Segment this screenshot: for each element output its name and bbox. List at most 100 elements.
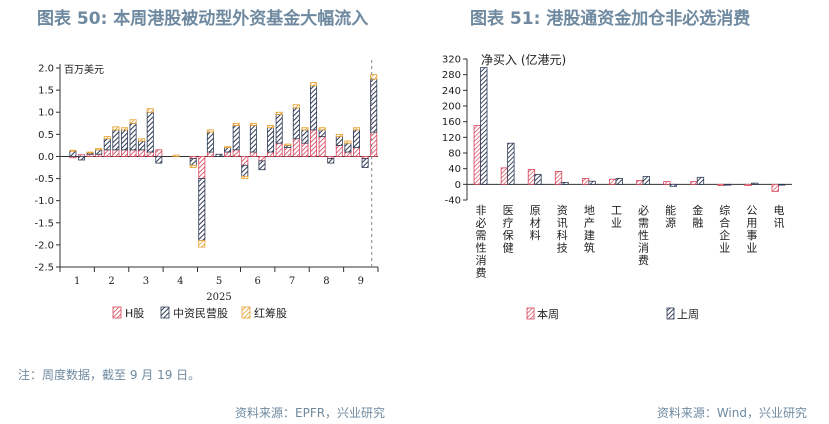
left-bar-2 — [138, 138, 146, 142]
right-y-tick-label: -40 — [445, 196, 461, 207]
right-bar-last-week — [534, 174, 542, 185]
right-category-char: 需 — [638, 217, 649, 230]
right-y-tick-label: 120 — [442, 133, 461, 144]
left-bar-0 — [301, 142, 309, 157]
left-bar-1 — [232, 125, 240, 151]
left-bar-2 — [129, 119, 137, 124]
left-bar-1 — [103, 138, 111, 151]
left-bar-0 — [129, 149, 137, 157]
left-bar-2 — [69, 149, 77, 152]
left-bar-1 — [301, 129, 309, 144]
right-category-char: 企 — [719, 228, 730, 242]
right-y-tick-label: 320 — [442, 55, 461, 66]
left-bar-0 — [284, 147, 292, 157]
left-bar-0 — [198, 156, 206, 179]
left-bar-0 — [138, 149, 146, 157]
right-category-char: 地 — [584, 204, 595, 217]
right-category-char: 筑 — [584, 241, 595, 255]
right-category-char: 合 — [719, 216, 730, 230]
left-legend-swatch — [112, 306, 122, 319]
right-bar-last-week — [507, 142, 515, 185]
right-bar-this-week — [690, 181, 698, 185]
left-bar-1 — [77, 156, 85, 161]
left-bar-1 — [318, 129, 326, 137]
right-category-char: 必 — [638, 204, 649, 217]
right-category-label: 公用事业 — [746, 204, 757, 255]
right-category-char: 讯 — [773, 217, 784, 230]
left-bar-2 — [189, 164, 197, 168]
right-legend-label: 上周 — [677, 308, 699, 321]
left-month-label: 3 — [143, 276, 149, 287]
left-bar-0 — [232, 149, 240, 157]
right-bar-this-week — [744, 183, 752, 186]
right-legend-label: 本周 — [537, 307, 559, 321]
right-category-char: 融 — [692, 217, 703, 230]
left-bar-0 — [344, 151, 352, 157]
left-month-label: 5 — [216, 276, 222, 287]
right-bar-last-week — [561, 181, 569, 185]
left-bar-1 — [224, 147, 232, 153]
right-category-char: 技 — [557, 242, 568, 255]
left-month-label: 1 — [74, 276, 80, 287]
right-category-char: 资 — [557, 204, 568, 217]
right-category-label: 地产建筑 — [584, 204, 595, 255]
right-y-tick-label: 200 — [442, 102, 461, 113]
right-y-tick-label: 280 — [442, 70, 461, 81]
left-month-label: 9 — [358, 276, 364, 287]
right-bar-this-week — [609, 178, 617, 185]
left-bar-0 — [241, 156, 249, 166]
right-y-tick-label: 40 — [448, 164, 461, 175]
right-bar-this-week — [500, 167, 509, 185]
left-y-tick-label: 2.0 — [38, 64, 54, 75]
left-bar-2 — [103, 136, 111, 140]
right-category-char: 非 — [476, 204, 487, 217]
right-bar-last-week — [480, 67, 488, 185]
left-bar-2 — [172, 154, 180, 157]
right-category-label: 电讯 — [773, 204, 784, 230]
left-bar-0 — [310, 129, 318, 157]
right-category-char: 疗 — [503, 216, 514, 230]
left-bar-2 — [198, 240, 206, 248]
right-category-label: 能源 — [665, 203, 676, 230]
source-right: 资料来源：Wind，兴业研究 — [656, 406, 807, 420]
left-bar-1 — [327, 158, 335, 164]
left-bar-2 — [224, 146, 232, 149]
right-category-char: 费 — [638, 254, 649, 267]
right-category-char: 能 — [665, 203, 676, 217]
right-category-label: 综合企业 — [719, 203, 730, 255]
left-x-axis-label: 2025 — [206, 292, 231, 303]
right-bar-last-week — [642, 176, 650, 185]
right-category-char: 金 — [692, 203, 703, 217]
chart-title-right: 图表 51: 港股通资金加仓非必选消费 — [470, 9, 751, 29]
left-legend-swatch — [160, 306, 170, 319]
right-bar-last-week — [778, 183, 786, 186]
left-bar-2 — [86, 151, 94, 154]
right-y-unit-label: 净买入 (亿港元) — [481, 52, 566, 67]
left-bar-1 — [95, 149, 103, 155]
left-bar-1 — [198, 178, 206, 241]
right-category-char: 综 — [719, 203, 730, 217]
left-y-tick-label: 0.0 — [38, 152, 54, 163]
right-bar-this-week — [636, 180, 644, 185]
left-y-tick-label: -1.0 — [34, 196, 54, 207]
right-category-char: 性 — [476, 241, 487, 255]
left-bar-1 — [206, 131, 214, 153]
left-bar-0 — [224, 151, 232, 157]
right-category-char: 源 — [665, 216, 676, 230]
right-category-char: 公 — [746, 204, 757, 217]
left-bar-1 — [189, 158, 197, 166]
right-category-char: 讯 — [557, 217, 568, 230]
right-category-char: 事 — [746, 229, 757, 242]
left-bar-1 — [275, 114, 283, 144]
right-category-char: 业 — [746, 242, 757, 255]
left-legend-label: 红筹股 — [254, 306, 287, 320]
left-y-tick-label: -0.5 — [34, 174, 54, 185]
left-bar-2 — [335, 133, 343, 137]
left-bar-2 — [95, 148, 103, 151]
left-month-label: 4 — [177, 276, 183, 287]
chart-title-left: 图表 50: 本周港股被动型外资基金大幅流入 — [37, 9, 369, 29]
left-bar-0 — [292, 138, 300, 157]
right-legend-swatch — [666, 307, 675, 320]
right-y-tick-label: 0 — [455, 180, 461, 191]
